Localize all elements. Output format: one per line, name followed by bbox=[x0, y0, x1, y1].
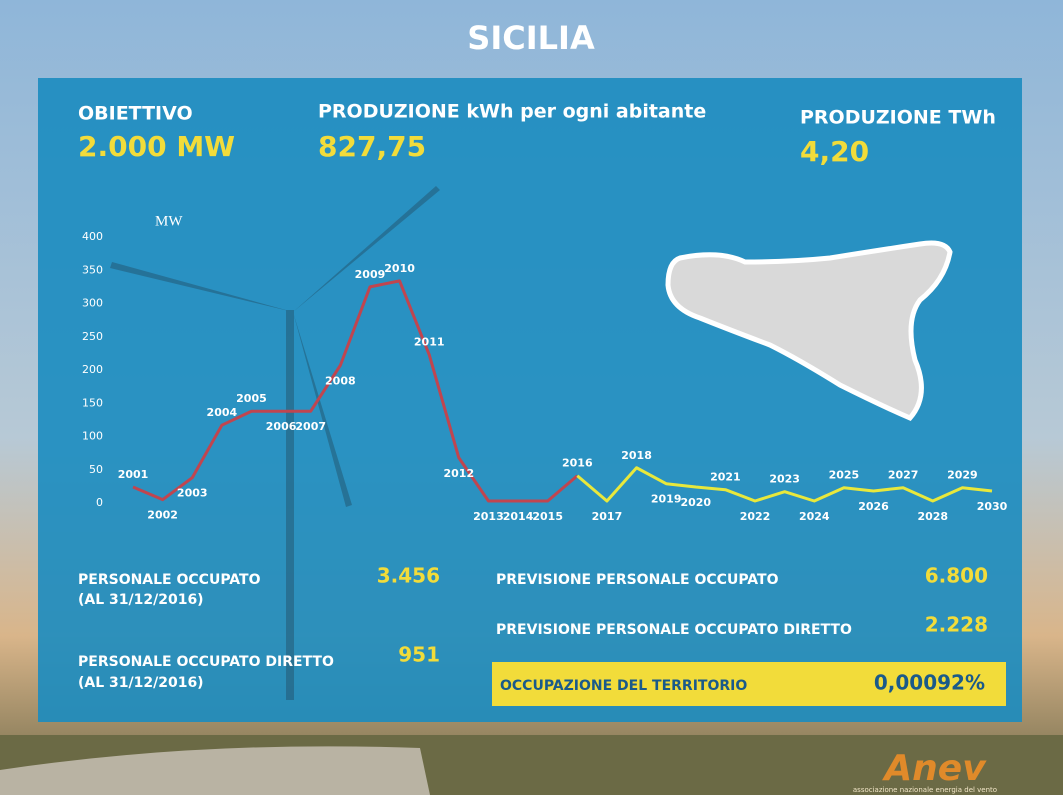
stat-label: PERSONALE OCCUPATO DIRETTO bbox=[78, 654, 334, 670]
x-tick-label: 2028 bbox=[917, 510, 948, 523]
stat-value: 2.228 bbox=[925, 613, 988, 637]
stat-value: 0,00092% bbox=[874, 671, 985, 695]
x-tick-label: 2006 bbox=[266, 420, 297, 433]
stat-label: PERSONALE OCCUPATO bbox=[78, 572, 261, 588]
stat-label: OCCUPAZIONE DEL TERRITORIO bbox=[500, 678, 747, 694]
x-tick-label: 2011 bbox=[414, 336, 445, 349]
x-tick-label: 2026 bbox=[858, 500, 889, 513]
x-tick-label: 2021 bbox=[710, 471, 741, 484]
kpi-label: PRODUZIONE kWh per ogni abitante bbox=[318, 101, 706, 123]
y-tick-label: 50 bbox=[89, 463, 103, 476]
y-tick-label: 200 bbox=[82, 363, 103, 376]
kpi-value: 2.000 MW bbox=[78, 130, 235, 163]
x-tick-label: 2023 bbox=[769, 473, 800, 486]
y-tick-label: 350 bbox=[82, 263, 103, 276]
x-tick-label: 2027 bbox=[888, 469, 919, 482]
x-tick-label: 2007 bbox=[295, 420, 326, 433]
y-tick-label: 150 bbox=[82, 396, 103, 409]
y-tick-label: 250 bbox=[82, 330, 103, 343]
x-tick-label: 2005 bbox=[236, 392, 267, 405]
title: SICILIA bbox=[467, 19, 595, 57]
x-tick-label: 2012 bbox=[444, 467, 475, 480]
x-tick-label: 2014 bbox=[503, 510, 534, 523]
x-tick-label: 2013 bbox=[473, 510, 504, 523]
stat-value: 6.800 bbox=[925, 564, 988, 588]
stat-note: (AL 31/12/2016) bbox=[78, 592, 204, 608]
logo: Anev bbox=[881, 748, 987, 789]
kpi-label: PRODUZIONE TWh bbox=[800, 107, 996, 129]
y-tick-label: 0 bbox=[96, 496, 103, 509]
y-axis-label: MW bbox=[155, 213, 183, 229]
x-tick-label: 2004 bbox=[207, 406, 238, 419]
x-tick-label: 2003 bbox=[177, 487, 208, 500]
x-tick-label: 2015 bbox=[532, 510, 563, 523]
x-tick-label: 2016 bbox=[562, 457, 593, 470]
kpi-value: 827,75 bbox=[318, 130, 426, 163]
stat-label: PREVISIONE PERSONALE OCCUPATO bbox=[496, 572, 779, 588]
x-tick-label: 2008 bbox=[325, 374, 356, 387]
x-tick-label: 2025 bbox=[829, 469, 860, 482]
x-tick-label: 2018 bbox=[621, 449, 652, 462]
x-tick-label: 2001 bbox=[118, 468, 149, 481]
stat-value: 951 bbox=[398, 643, 440, 667]
logo-tagline: associazione nazionale energia del vento bbox=[853, 786, 997, 794]
stat-note: (AL 31/12/2016) bbox=[78, 675, 204, 691]
x-tick-label: 2019 bbox=[651, 493, 682, 506]
x-tick-label: 2029 bbox=[947, 469, 978, 482]
kpi-value: 4,20 bbox=[800, 135, 869, 168]
y-tick-label: 100 bbox=[82, 430, 103, 443]
stat-value: 3.456 bbox=[377, 564, 440, 588]
x-tick-label: 2020 bbox=[680, 496, 711, 509]
y-tick-label: 400 bbox=[82, 230, 103, 243]
infographic: SICILIA OBIETTIVO 2.000 MW PRODUZIONE kW… bbox=[0, 0, 1063, 795]
x-tick-label: 2010 bbox=[384, 262, 415, 275]
y-tick-label: 300 bbox=[82, 297, 103, 310]
x-tick-label: 2002 bbox=[147, 509, 178, 522]
x-tick-label: 2017 bbox=[592, 510, 623, 523]
x-tick-label: 2030 bbox=[977, 500, 1008, 513]
x-tick-label: 2022 bbox=[740, 510, 771, 523]
stat-label: PREVISIONE PERSONALE OCCUPATO DIRETTO bbox=[496, 622, 852, 638]
x-tick-label: 2024 bbox=[799, 510, 830, 523]
x-tick-label: 2009 bbox=[355, 268, 386, 281]
kpi-label: OBIETTIVO bbox=[78, 103, 193, 125]
